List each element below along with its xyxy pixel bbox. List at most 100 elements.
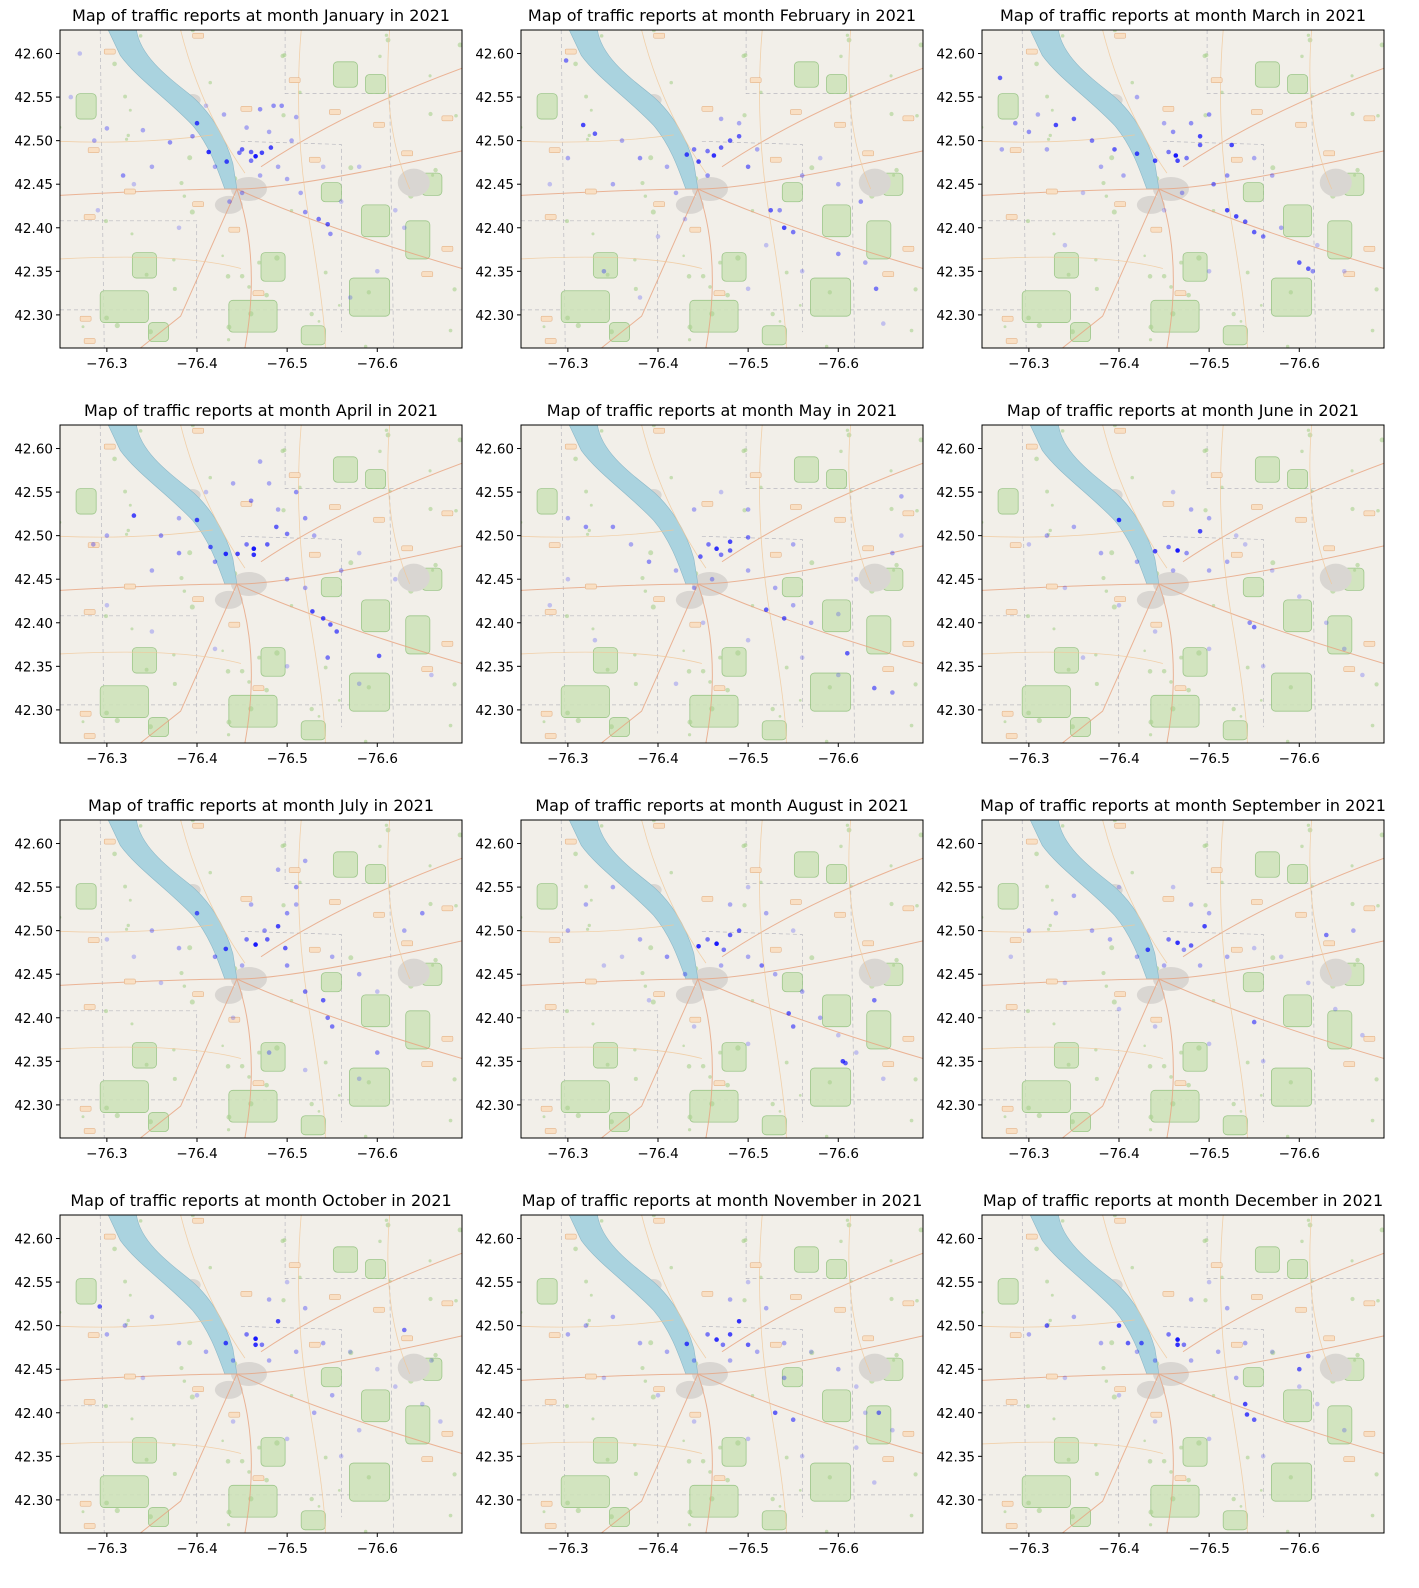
map-panel-5: Map of traffic reports at month May in 2… — [463, 395, 929, 780]
traffic-report-point — [1206, 568, 1212, 573]
y-tick-label: 42.55 — [475, 485, 514, 501]
traffic-report-point — [714, 1337, 719, 1342]
y-tick-label: 42.40 — [936, 221, 975, 237]
traffic-report-point — [1315, 1401, 1320, 1407]
traffic-report-point — [1360, 672, 1365, 678]
y-tick-label: 42.35 — [936, 1054, 975, 1070]
x-tick-label: −76.3 — [1008, 356, 1049, 372]
y-tick-label: 42.30 — [14, 308, 53, 324]
traffic-report-point — [131, 181, 137, 187]
y-tick-label: 42.35 — [14, 1449, 53, 1465]
traffic-report-point — [1152, 629, 1158, 634]
x-tick-label: −76.6 — [357, 751, 398, 767]
x-tick-label: −76.5 — [727, 1541, 768, 1557]
x-tick-label: −76.4 — [176, 1541, 217, 1557]
traffic-report-point — [266, 1358, 272, 1363]
map-panel-6: Map of traffic reports at month June in … — [924, 395, 1390, 780]
traffic-report-point — [1161, 208, 1167, 213]
traffic-report-point — [420, 1401, 425, 1407]
traffic-report-point — [601, 1375, 607, 1381]
traffic-report-point — [1211, 181, 1216, 187]
traffic-report-point — [790, 542, 796, 547]
x-tick-label: −76.5 — [1188, 1541, 1229, 1557]
traffic-report-point — [763, 1305, 769, 1311]
traffic-report-point — [223, 551, 229, 557]
chart-title: Map of traffic reports at month January … — [72, 6, 450, 25]
traffic-report-point — [237, 150, 242, 156]
x-tick-label: −76.3 — [547, 1541, 588, 1557]
traffic-report-point — [293, 489, 299, 495]
traffic-report-point — [745, 507, 751, 512]
traffic-report-point — [375, 989, 380, 994]
x-tick-label: −76.6 — [357, 1541, 398, 1557]
traffic-report-point — [858, 199, 864, 204]
x-tick-label: −76.3 — [86, 751, 127, 767]
traffic-report-point — [248, 158, 254, 163]
traffic-report-point — [781, 1340, 787, 1346]
traffic-report-point — [104, 533, 110, 538]
traffic-report-point — [338, 199, 344, 204]
traffic-report-point — [1197, 142, 1203, 148]
traffic-report-point — [1242, 1340, 1248, 1346]
traffic-report-point — [402, 225, 407, 231]
y-tick-label: 42.30 — [475, 308, 514, 324]
traffic-report-point — [610, 1314, 616, 1320]
traffic-report-point — [438, 1419, 443, 1424]
axes-frame — [520, 1214, 924, 1534]
x-tick-label: −76.6 — [818, 356, 859, 372]
traffic-report-point — [1342, 269, 1347, 274]
traffic-report-point — [1242, 542, 1248, 547]
traffic-report-point — [239, 963, 245, 968]
axes-frame — [59, 29, 463, 349]
traffic-report-point — [1062, 242, 1068, 248]
traffic-report-point — [698, 554, 703, 559]
traffic-report-point — [727, 902, 733, 907]
axes-frame — [981, 1214, 1385, 1534]
map-chart-svg: Map of traffic reports at month Septembe… — [936, 796, 1386, 1162]
traffic-report-point — [176, 225, 182, 231]
traffic-report-point — [224, 159, 229, 164]
traffic-report-point — [1170, 884, 1176, 890]
traffic-report-point — [691, 147, 697, 152]
traffic-report-point — [592, 131, 598, 136]
traffic-report-point — [244, 1332, 249, 1337]
traffic-report-point — [745, 1342, 751, 1348]
traffic-report-point — [334, 629, 340, 634]
traffic-report-point — [167, 140, 173, 145]
traffic-report-point — [1260, 1454, 1266, 1459]
traffic-report-point — [790, 1024, 796, 1029]
y-tick-label: 42.50 — [14, 924, 53, 940]
traffic-report-point — [1306, 1353, 1311, 1359]
traffic-report-point — [235, 551, 240, 557]
traffic-report-point — [271, 103, 276, 109]
x-tick-label: −76.3 — [86, 356, 127, 372]
traffic-report-point — [203, 1349, 209, 1355]
y-tick-label: 42.30 — [475, 1098, 514, 1114]
traffic-report-point — [664, 1349, 670, 1355]
traffic-report-point — [329, 1393, 335, 1398]
y-tick-label: 42.30 — [936, 1098, 975, 1114]
traffic-report-point — [1166, 544, 1171, 550]
traffic-report-point — [194, 910, 200, 916]
traffic-report-point — [356, 971, 362, 977]
traffic-report-point — [637, 295, 643, 300]
traffic-report-point — [1161, 120, 1167, 126]
traffic-report-point — [1134, 954, 1140, 960]
traffic-report-point — [275, 867, 281, 872]
traffic-report-point — [786, 1011, 791, 1016]
traffic-report-point — [251, 546, 257, 551]
traffic-report-point — [619, 954, 625, 960]
chart-title: Map of traffic reports at month June in … — [1007, 401, 1359, 420]
y-tick-label: 42.45 — [475, 572, 514, 588]
traffic-report-point — [1202, 924, 1207, 929]
traffic-report-point — [1251, 155, 1257, 161]
x-tick-label: −76.4 — [637, 1146, 678, 1162]
basemap-tiles — [60, 425, 462, 743]
basemap-tiles — [60, 1215, 462, 1533]
traffic-report-point — [1269, 1349, 1275, 1355]
y-tick-label: 42.60 — [936, 47, 975, 63]
y-tick-label: 42.55 — [936, 90, 975, 106]
traffic-report-point — [212, 954, 218, 960]
x-tick-label: −76.6 — [1279, 1541, 1320, 1557]
y-tick-label: 42.55 — [14, 1275, 53, 1291]
